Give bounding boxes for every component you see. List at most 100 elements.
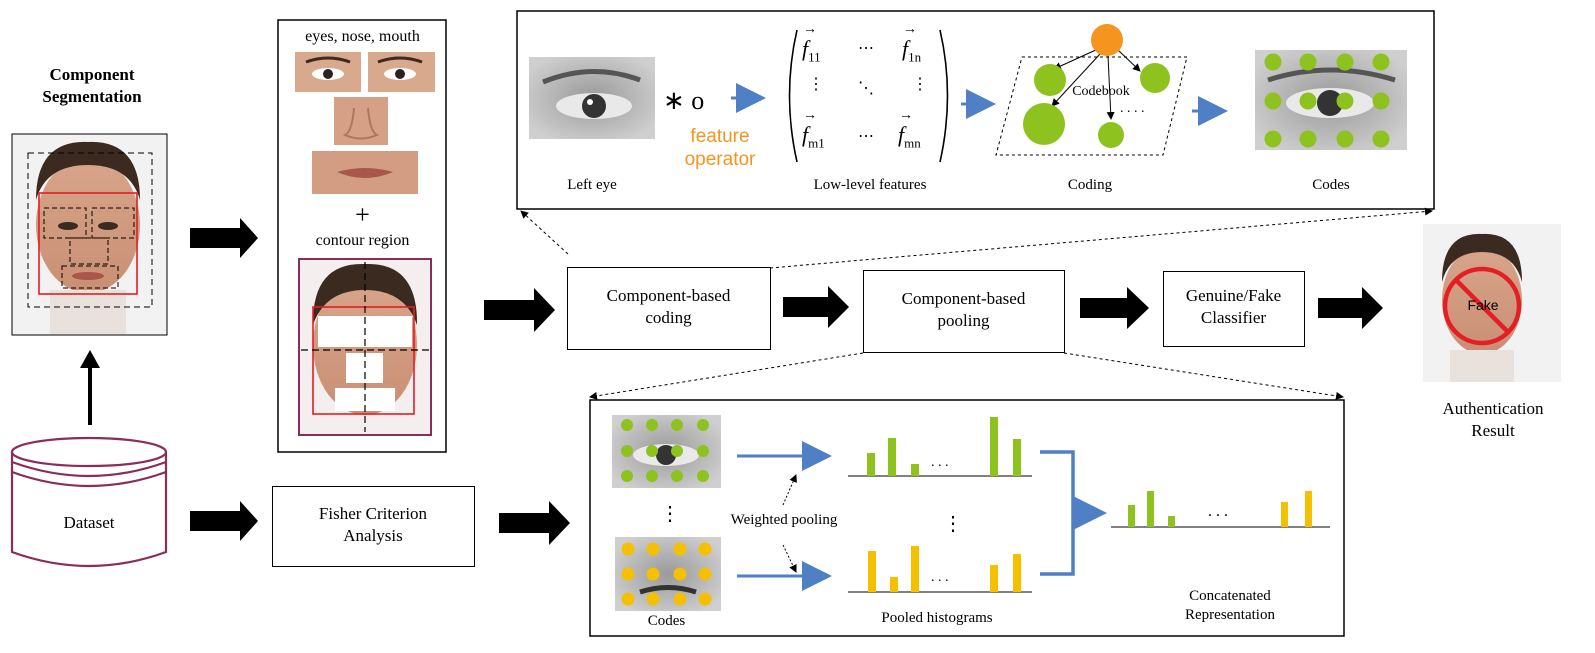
histogram-bar: [1168, 516, 1175, 527]
segmentation-title-line1: Component: [49, 65, 135, 84]
concatenated-representation-label: Concatenated Representation: [1160, 587, 1300, 625]
matrix-f11: f → 11: [802, 22, 821, 65]
matrix-ddots: ⋱: [858, 80, 874, 97]
dataset-label: Dataset: [63, 513, 115, 532]
code-dot: [1264, 92, 1282, 110]
histogram-bar: [867, 453, 875, 476]
histogram-bar: [1013, 554, 1021, 592]
histogram-bar: [1281, 502, 1288, 527]
matrix-f1n-sub: 1n: [908, 49, 922, 65]
histogram-bar: [1147, 491, 1154, 527]
matrix-f1n: f → 1n: [902, 22, 922, 65]
component-pooling-box: Component-based pooling: [863, 270, 1065, 353]
code-dot: [673, 592, 687, 606]
histogram-bar: [990, 565, 998, 592]
authentication-result-label: Authentication Result: [1420, 398, 1566, 442]
matrix-dots-top: ⋯: [858, 40, 874, 57]
concat-line1: Concatenated: [1189, 588, 1271, 604]
code-dot: [1336, 130, 1354, 148]
histogram-bar: [1013, 439, 1021, 476]
code-dot: [1264, 53, 1282, 71]
feature-operator-line1: feature: [690, 126, 750, 147]
code-dot: [697, 445, 709, 457]
coding-label: Coding: [1067, 177, 1113, 193]
code-dot: [1299, 53, 1317, 71]
concat-line2: Representation: [1185, 606, 1275, 623]
code-dot: [646, 592, 660, 606]
code-dot: [1336, 92, 1354, 110]
fisher-line2: Analysis: [343, 526, 403, 546]
contour-region-label: contour region: [315, 232, 410, 249]
code-dot: [671, 470, 683, 482]
code-dot: [621, 445, 633, 457]
code-dot: [673, 542, 687, 556]
component-pooling-label: Component-based pooling: [864, 288, 1063, 332]
big-arrows: [190, 218, 1383, 545]
matrix-fm1: f → m1: [802, 108, 825, 151]
code-dot: [697, 470, 709, 482]
code-dot: [671, 419, 683, 431]
code-dot: [646, 567, 660, 581]
svg-text:. . .: . . .: [931, 455, 949, 470]
matrix-fmn-sub: mn: [904, 135, 921, 151]
code-dot: [1372, 130, 1390, 148]
component-coding-label: Component-based coding: [568, 285, 769, 329]
code-dot: [1299, 130, 1317, 148]
histogram-bar: [911, 464, 919, 476]
coding-line1: Component-based: [606, 286, 731, 305]
code-dot: [621, 567, 635, 581]
fake-label: Fake: [1467, 297, 1499, 313]
code-dot: [1299, 92, 1317, 110]
code-dot: [646, 419, 658, 431]
code-dot: [1336, 53, 1354, 71]
component-coding-box: Component-based coding: [567, 267, 771, 350]
classifier-line1: Genuine/Fake: [1185, 286, 1282, 305]
matrix-vdots-left: ⋮: [808, 76, 824, 93]
classifier-box: Genuine/Fake Classifier: [1163, 271, 1305, 347]
feature-operator-line2: operator: [684, 148, 756, 170]
code-dot: [698, 567, 712, 581]
code-dot: [698, 592, 712, 606]
code-dot: [621, 470, 633, 482]
pooled-histograms-label: Pooled histograms: [881, 610, 993, 626]
pooling-line2: pooling: [937, 311, 990, 331]
code-dot: [646, 470, 658, 482]
code-dot: [698, 542, 712, 556]
code-dot: [621, 592, 635, 606]
low-level-features-label: Low-level features: [813, 177, 927, 193]
pooling-line1: Component-based: [901, 289, 1026, 308]
weighted-pooling-label: Weighted pooling: [716, 511, 852, 531]
result-face-image: [1423, 224, 1561, 382]
code-dot: [1372, 92, 1390, 110]
coding-line2: coding: [645, 308, 692, 328]
code-dot: [697, 419, 709, 431]
feature-matrix: f → 11 ⋯ f → 1n ⋮ ⋱ ⋮ f → m1 ⋯ f → mn: [800, 22, 940, 165]
code-dot: [673, 567, 687, 581]
classifier-line2: Classifier: [1200, 308, 1267, 328]
histogram-bar: [868, 551, 876, 592]
codes-bottom-label: Codes: [647, 613, 686, 629]
histogram-bar: [911, 546, 919, 592]
operator-symbol: ∗ o: [663, 86, 705, 115]
result-line1: Authentication: [1442, 399, 1544, 418]
components-top-label: eyes, nose, mouth: [305, 28, 420, 45]
fisher-criterion-label: Fisher Criterion Analysis: [273, 503, 473, 547]
classifier-label: Genuine/Fake Classifier: [1164, 285, 1303, 329]
segmentation-title: Component Segmentation: [22, 64, 162, 108]
matrix-dots-bottom: ⋯: [858, 128, 874, 145]
matrix-fmn: f → mn: [898, 108, 921, 151]
left-eye-label: Left eye: [567, 177, 617, 193]
matrix-fm1-sub: m1: [808, 135, 825, 151]
codebook-label: Codebook: [1072, 84, 1130, 99]
svg-text:⋮: ⋮: [660, 503, 680, 525]
code-dot: [621, 419, 633, 431]
svg-text:. . .: . . .: [1208, 503, 1228, 520]
result-line2: Result: [1471, 421, 1515, 441]
code-dot: [646, 445, 658, 457]
codes-top-label: Codes: [1312, 177, 1350, 193]
histogram-bar: [888, 438, 896, 476]
svg-text:. . .: . . .: [931, 570, 949, 585]
code-dot: [671, 445, 683, 457]
histogram-bar: [1305, 491, 1312, 527]
